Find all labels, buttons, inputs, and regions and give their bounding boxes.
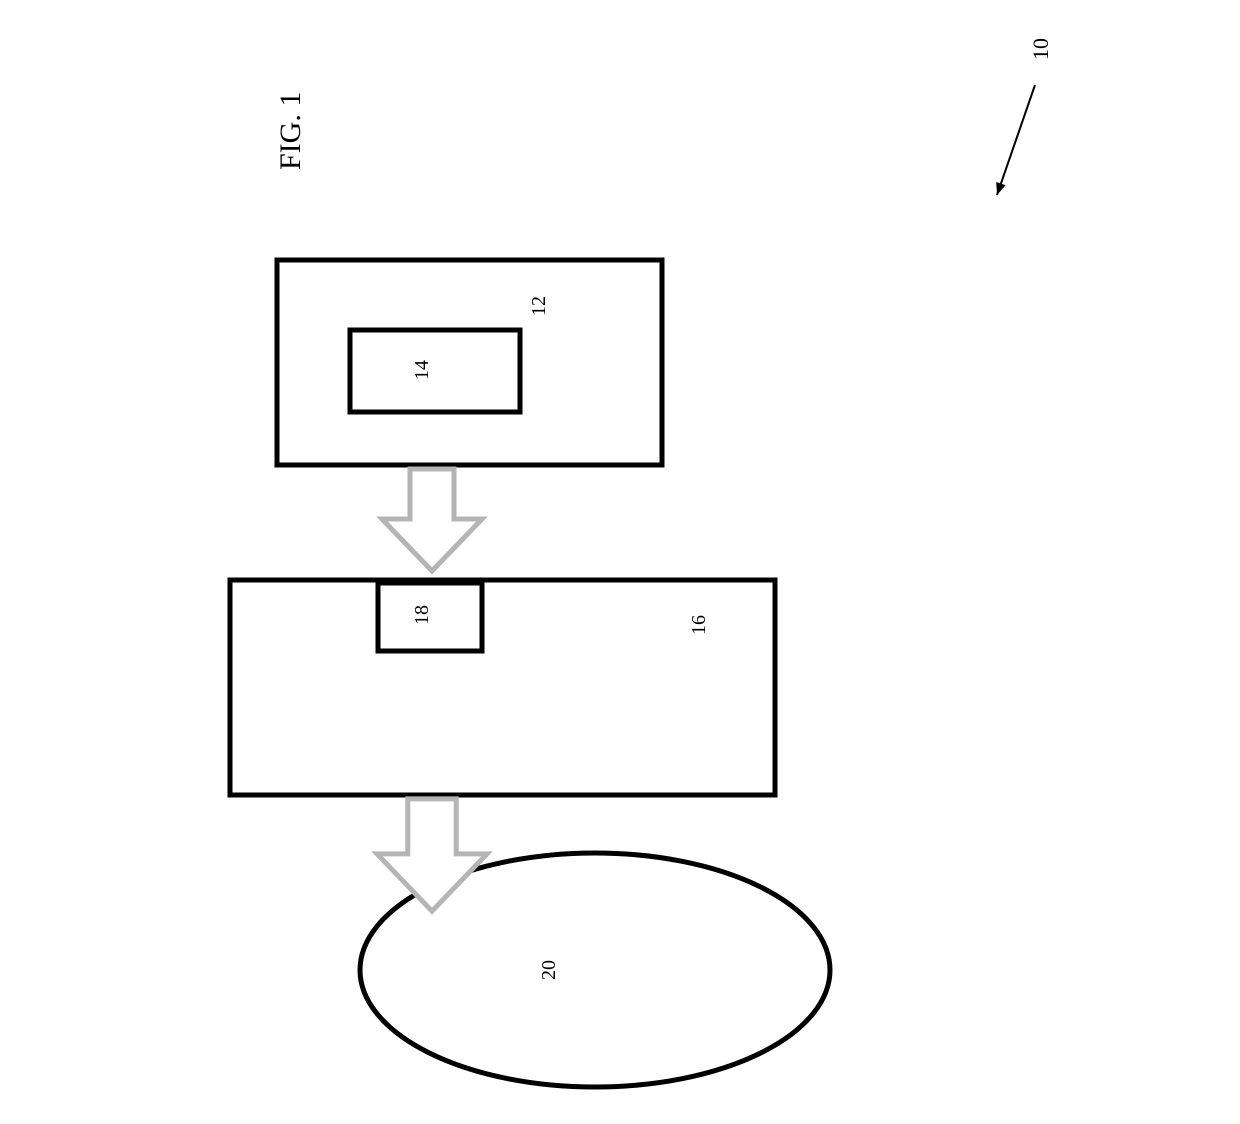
flow-arrow-2 bbox=[377, 799, 487, 911]
block-12 bbox=[277, 260, 662, 465]
block-14 bbox=[350, 330, 520, 412]
ref-number-10: 10 bbox=[1028, 38, 1053, 60]
block-20-label: 20 bbox=[538, 960, 560, 980]
block-14-label: 14 bbox=[411, 360, 433, 380]
block-16 bbox=[230, 580, 775, 795]
block-18-label: 18 bbox=[411, 605, 433, 625]
ref-pointer-line bbox=[996, 85, 1035, 195]
block-12-label: 12 bbox=[528, 296, 550, 316]
figure-caption: FIG. 1 bbox=[274, 92, 307, 170]
flow-arrow-1 bbox=[382, 469, 482, 571]
block-16-label: 16 bbox=[688, 615, 710, 635]
